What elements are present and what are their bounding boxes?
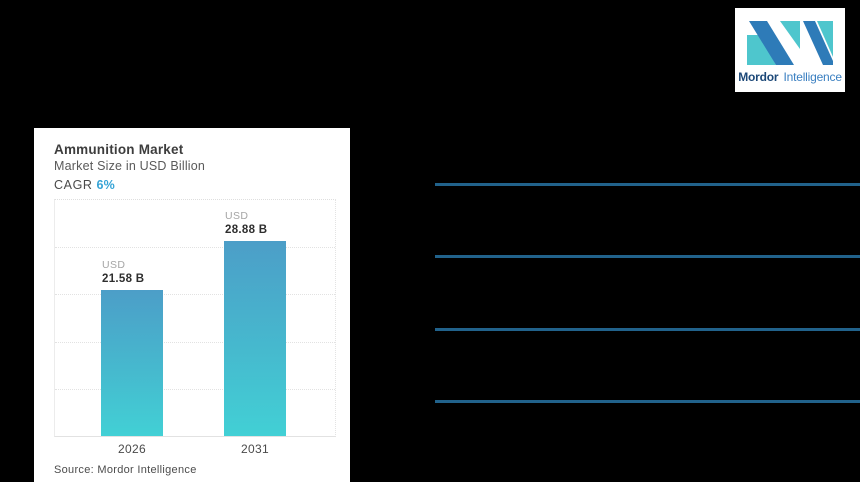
bar-2026-labels: USD 21.58 B: [102, 259, 202, 286]
bar-2031: USD 28.88 B 2031: [224, 200, 286, 456]
separator-line: [435, 400, 860, 403]
cagr-label: CAGR: [54, 178, 93, 192]
chart-card: Ammunition Market Market Size in USD Bil…: [34, 128, 350, 482]
mordor-intelligence-logo: Mordor Intelligence: [735, 8, 845, 92]
chart-title: Ammunition Market: [54, 142, 184, 157]
gridline: [55, 341, 335, 343]
bar-2031-fill: [224, 241, 286, 436]
bar-2031-labels: USD 28.88 B: [225, 210, 325, 237]
gridline: [55, 388, 335, 390]
source-note: Source: Mordor Intelligence: [54, 464, 197, 476]
cagr-value: 6%: [96, 178, 115, 192]
cagr-row: CAGR 6%: [54, 178, 115, 192]
bar-2031-currency: USD: [225, 210, 249, 222]
gridline: [55, 247, 335, 249]
bar-2026: USD 21.58 B 2026: [101, 200, 163, 456]
separator-line: [435, 328, 860, 331]
gridline: [55, 294, 335, 296]
bar-2026-currency: USD: [102, 259, 126, 271]
separator-line: [435, 183, 860, 186]
bar-2026-value: 21.58 B: [102, 273, 145, 285]
x-axis-label-2031: 2031: [241, 442, 269, 456]
separator-line: [435, 255, 860, 258]
x-axis-label-2026: 2026: [118, 442, 146, 456]
bar-2026-fill: [101, 290, 163, 436]
logo-wordmark: Mordor Intelligence: [735, 70, 845, 84]
bar-chart-plot-area: USD 21.58 B 2026 USD 28.88 B 2031: [54, 199, 336, 456]
logo-wordmark-mordor: Mordor: [738, 70, 779, 84]
mordor-m-monogram-icon: [747, 21, 833, 65]
logo-wordmark-intelligence: Intelligence: [783, 70, 842, 84]
chart-subtitle: Market Size in USD Billion: [54, 159, 206, 173]
bar-2031-value: 28.88 B: [225, 224, 268, 236]
